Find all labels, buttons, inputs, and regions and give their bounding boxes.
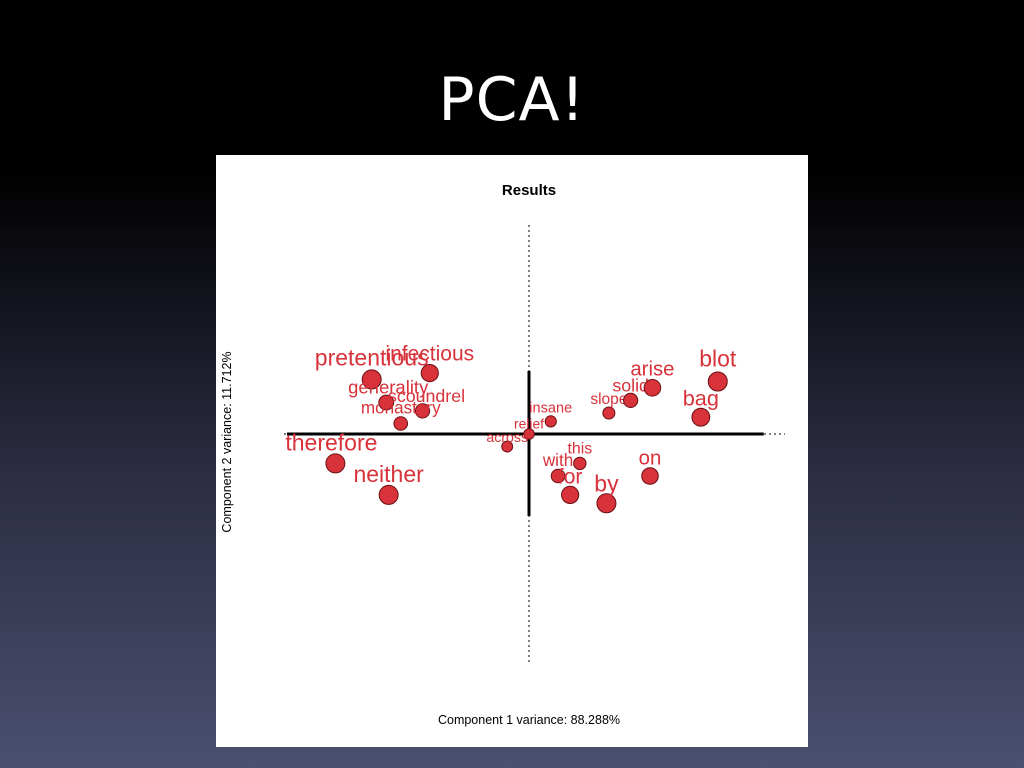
point-label-this: this xyxy=(567,441,592,458)
point-label-monastery: monastery xyxy=(361,398,441,417)
point-label-neither: neither xyxy=(353,461,424,487)
y-axis-label: Component 2 variance: 11.712% xyxy=(220,351,234,532)
point-generality xyxy=(378,394,395,411)
point-solid xyxy=(623,392,639,408)
point-by xyxy=(596,493,617,514)
point-this xyxy=(573,456,587,471)
pca-plot-panel: Results Component 1 variance: 88.288% Co… xyxy=(216,155,808,747)
point-scoundrel xyxy=(414,403,431,419)
point-label-slope: slope xyxy=(590,391,627,408)
point-label-scoundrel: scoundrel xyxy=(388,386,465,406)
slide-title: PCA! xyxy=(438,65,586,135)
point-across xyxy=(501,440,514,453)
point-label-insane: insane xyxy=(529,401,572,417)
point-label-arise: arise xyxy=(630,358,674,380)
point-blot xyxy=(707,371,728,392)
point-arise xyxy=(643,379,662,397)
point-on xyxy=(641,467,659,485)
point-label-solid: solid xyxy=(612,375,649,395)
point-neither xyxy=(378,484,399,505)
point-infectious xyxy=(420,364,439,383)
point-label-across: across xyxy=(486,430,528,446)
point-monastery xyxy=(393,416,409,431)
chart-title: Results xyxy=(502,182,556,199)
point-label-therefore: therefore xyxy=(285,430,377,456)
point-label-generality: generality xyxy=(348,376,429,397)
point-for xyxy=(561,485,580,504)
point-label-with: with xyxy=(542,451,573,470)
point-pretentious xyxy=(361,369,382,390)
point-label-relief: relief xyxy=(514,415,544,431)
x-axis-label: Component 1 variance: 88.288% xyxy=(438,713,620,727)
pca-scatter-plot: Results Component 1 variance: 88.288% Co… xyxy=(220,182,785,727)
point-with xyxy=(550,468,566,484)
point-label-on: on xyxy=(639,448,662,470)
point-label-by: by xyxy=(594,470,619,496)
point-label-for: for xyxy=(558,465,583,488)
point-label-pretentious: pretentious xyxy=(315,345,429,371)
point-insane xyxy=(544,415,557,428)
point-label-infectious: infectious xyxy=(385,343,474,366)
point-label-bag: bag xyxy=(683,386,719,411)
point-slope xyxy=(602,406,616,420)
point-therefore xyxy=(325,453,346,474)
point-relief xyxy=(523,428,535,440)
point-bag xyxy=(691,407,711,427)
point-label-blot: blot xyxy=(699,346,737,372)
